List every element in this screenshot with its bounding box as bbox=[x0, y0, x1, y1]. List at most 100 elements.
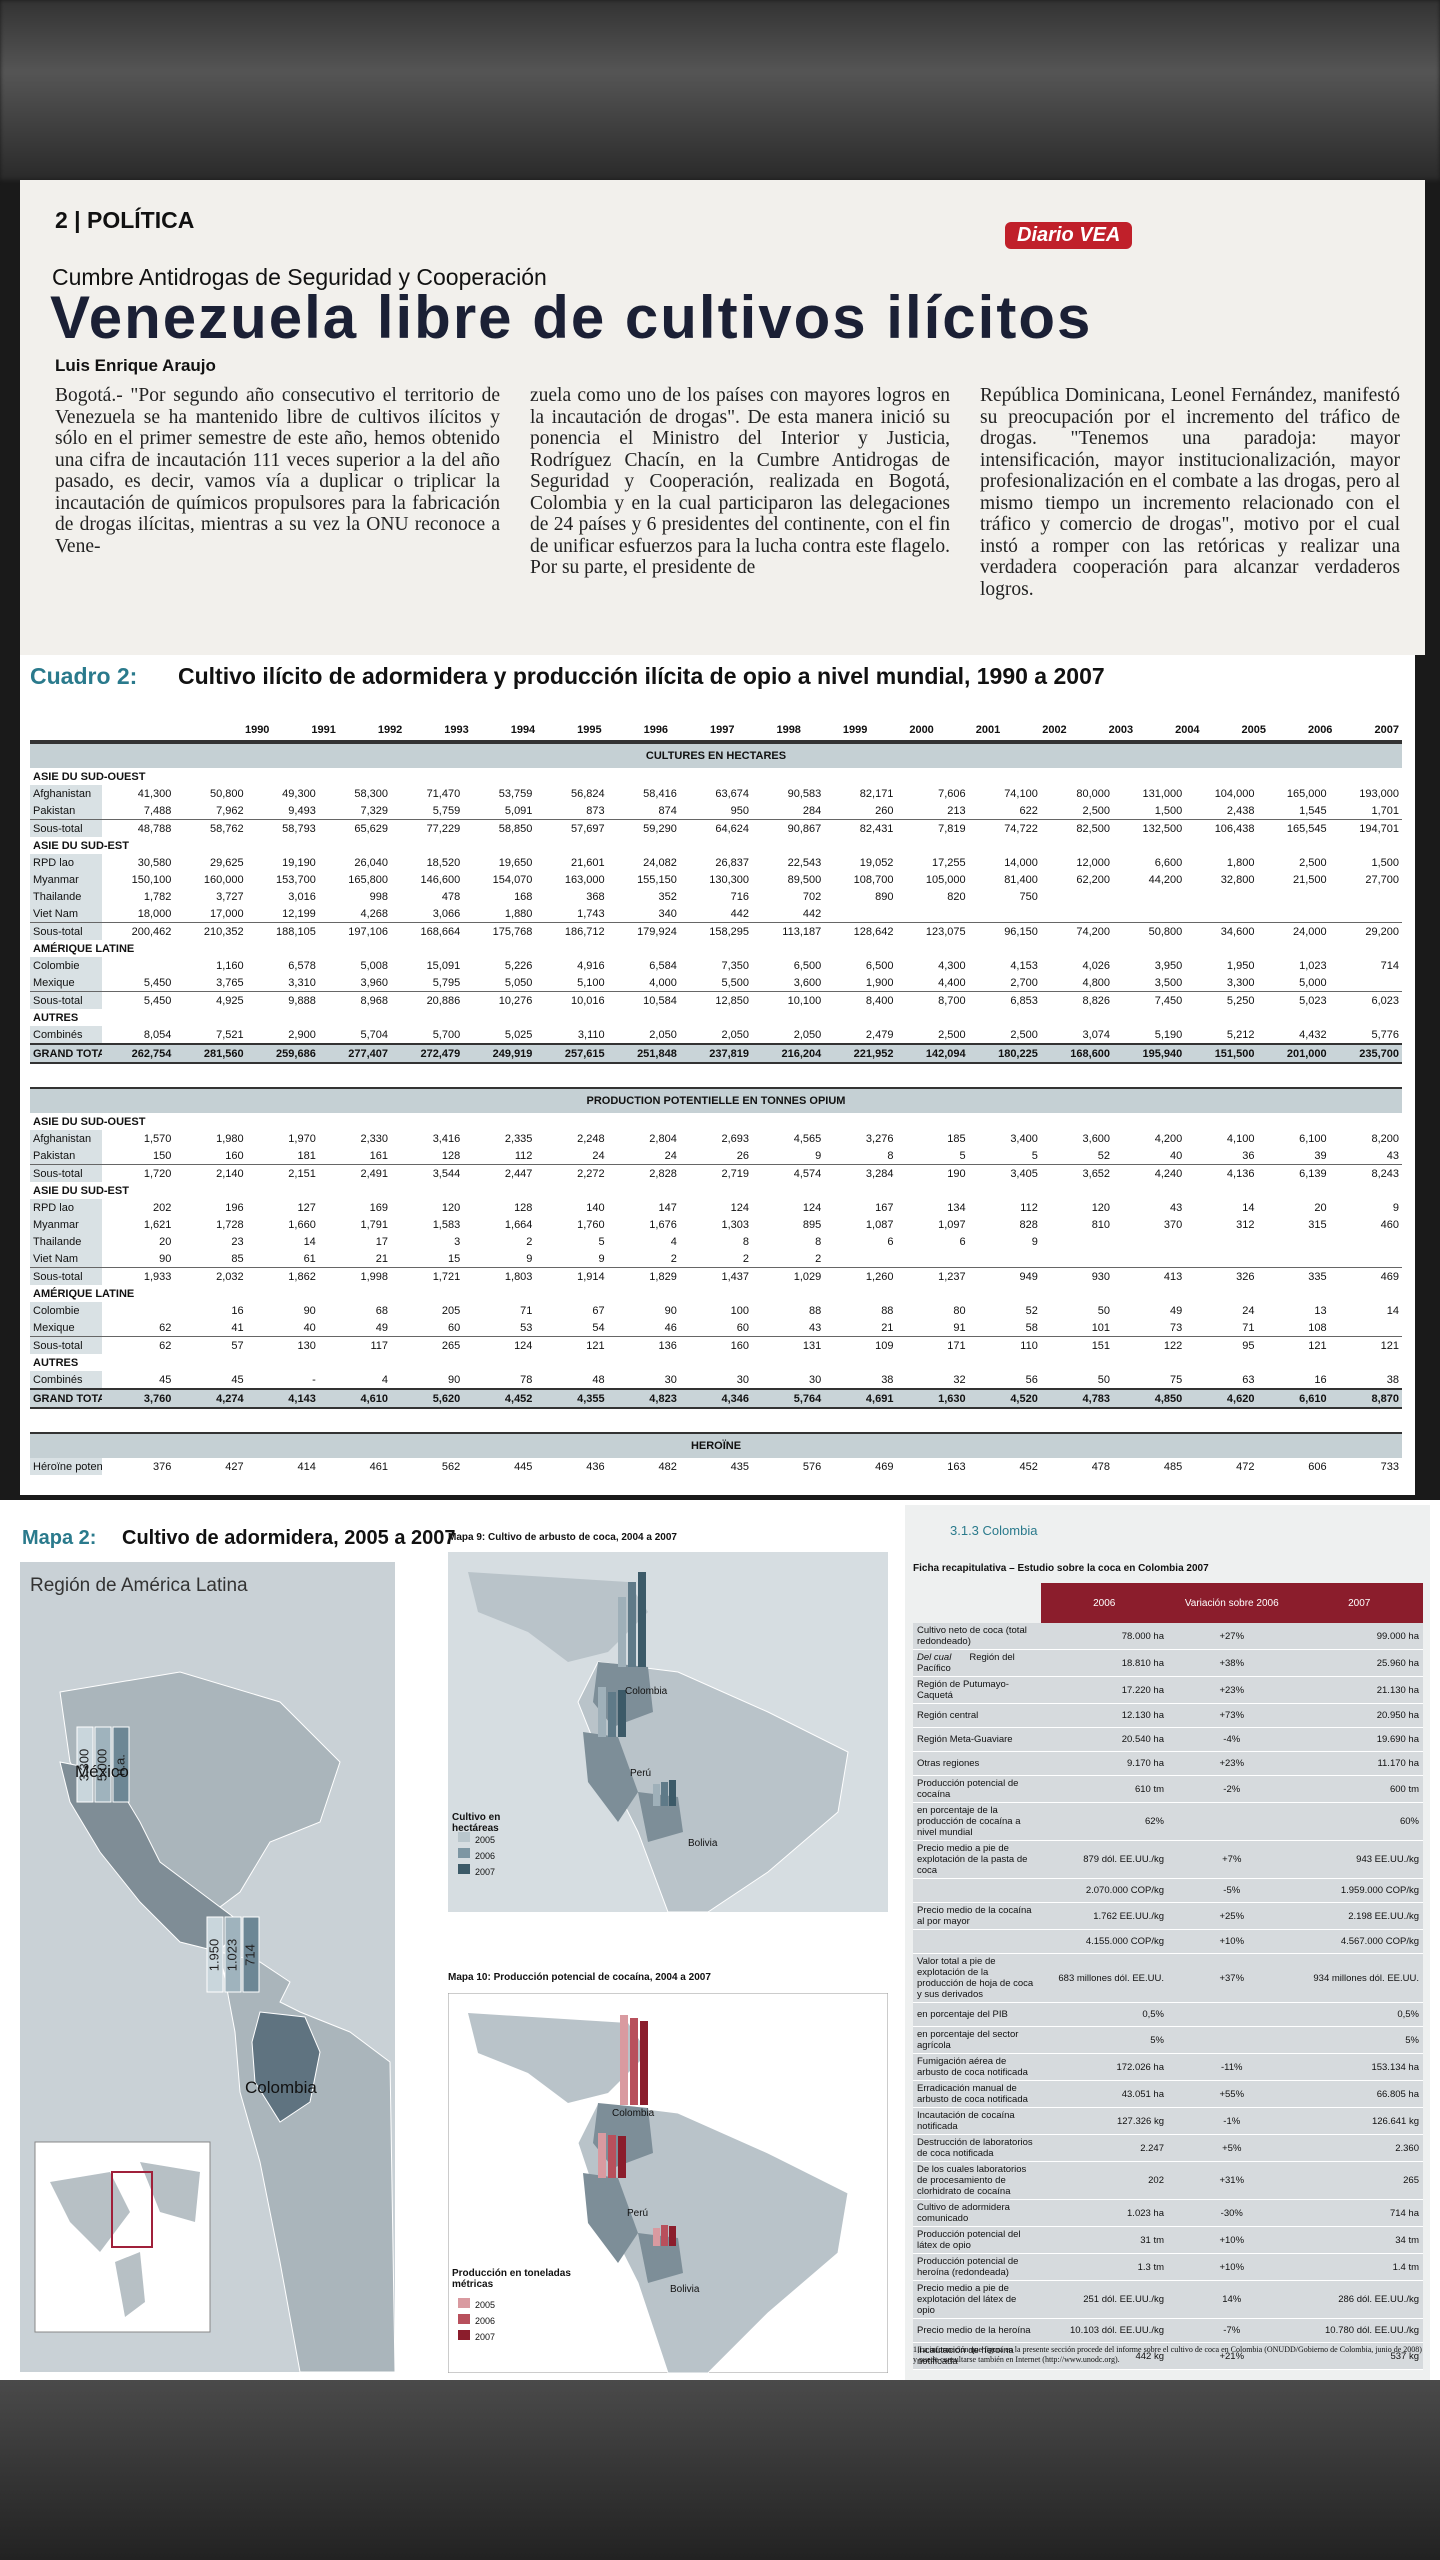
cell bbox=[1330, 888, 1402, 905]
cell: 128,642 bbox=[824, 922, 897, 940]
cell bbox=[102, 1302, 174, 1319]
row-text: Precio medio a pie de explotación de la … bbox=[917, 1843, 1028, 1876]
cell: 5,795 bbox=[432, 976, 461, 989]
year: 1993 bbox=[405, 720, 472, 742]
cell: 190 bbox=[896, 1164, 969, 1182]
row-label: Sous-total bbox=[30, 991, 103, 1009]
cell: 1,260 bbox=[824, 1267, 897, 1285]
row-text: Producción potencial de cocaína bbox=[917, 1778, 1019, 1800]
cell: 4,432 bbox=[1299, 1028, 1327, 1041]
cell: 9,493 bbox=[288, 804, 316, 817]
cell bbox=[1041, 1250, 1113, 1268]
cell: 3 bbox=[454, 1235, 461, 1248]
cell: 4,565 bbox=[793, 1132, 822, 1145]
row-label: Pakistan bbox=[30, 1147, 103, 1165]
cell: 105,000 bbox=[925, 873, 966, 886]
subtotal-row: Sous-total 48,788 58,762 58,793 65,629 77,229… bbox=[30, 819, 1402, 837]
cell: 120 bbox=[441, 1201, 461, 1214]
corner bbox=[30, 720, 206, 742]
fact-row: Producción potencial de cocaína 610 tm -2%… bbox=[913, 1775, 1423, 1803]
fact-row: Cultivo neto de coca (total redondeado) 7… bbox=[913, 1623, 1423, 1650]
cell: 7,450 bbox=[1113, 991, 1186, 1009]
cell: +25% bbox=[1168, 1902, 1296, 1930]
cell: 71 bbox=[520, 1304, 533, 1317]
cell: 19,052 bbox=[859, 856, 894, 869]
legend-swatch bbox=[458, 2298, 470, 2308]
map-title: Cultivo de adormidera, 2005 a 2007 bbox=[122, 1527, 456, 1549]
value-box bbox=[206, 1916, 224, 1993]
cell bbox=[1113, 1250, 1185, 1268]
cell: 41,300 bbox=[137, 787, 172, 800]
legend-entry: 2005 bbox=[475, 1835, 496, 1845]
year: 2005 bbox=[1202, 720, 1269, 742]
cell bbox=[1257, 1250, 1329, 1268]
year: 1996 bbox=[604, 720, 672, 742]
cell: 5,190 bbox=[1154, 1028, 1183, 1041]
bar bbox=[608, 1692, 616, 1737]
cell: 370 bbox=[1163, 1218, 1183, 1231]
cell bbox=[1257, 888, 1329, 905]
cell: 2,491 bbox=[318, 1164, 392, 1182]
cell: 193,000 bbox=[1359, 787, 1399, 800]
cell: 1,880 bbox=[504, 907, 533, 920]
cell: -2% bbox=[1168, 1775, 1296, 1803]
cell: 281,560 bbox=[174, 1043, 247, 1064]
headline: Venezuela libre de cultivos ilícitos bbox=[50, 284, 1093, 351]
cell: 442 kg bbox=[1040, 2342, 1168, 2370]
year: 1999 bbox=[803, 720, 871, 742]
cell: 460 bbox=[1380, 1218, 1399, 1231]
cell: 2,500 bbox=[1010, 1028, 1038, 1041]
cell: 4 bbox=[670, 1235, 677, 1248]
cell bbox=[1257, 1233, 1329, 1250]
cell: 101 bbox=[1091, 1321, 1111, 1334]
row-label: Combinés bbox=[30, 1371, 103, 1389]
cell: 124 bbox=[730, 1201, 750, 1214]
section: 2 | POLÍTICA bbox=[55, 207, 195, 233]
subtotal-row: Sous-total 5,450 4,925 9,888 8,968 20,886 10,2… bbox=[30, 991, 1402, 1009]
cell: 34 tm bbox=[1295, 2226, 1423, 2254]
cell: 74,722 bbox=[968, 819, 1041, 837]
bar bbox=[620, 2015, 628, 2105]
cell: 1,970 bbox=[288, 1132, 316, 1145]
cell: 2,693 bbox=[721, 1132, 750, 1145]
cell: 2,050 bbox=[649, 1028, 677, 1041]
bar bbox=[669, 1780, 676, 1806]
cell: 18,000 bbox=[137, 907, 172, 920]
cell: 2,151 bbox=[246, 1164, 319, 1182]
cell: 1,914 bbox=[535, 1267, 608, 1285]
cell: 1,664 bbox=[504, 1218, 533, 1231]
row-text: Otras regiones bbox=[917, 1758, 980, 1769]
cell: 4,620 bbox=[1185, 1388, 1258, 1409]
sheet-title: Ficha recapitulativa – Estudio sobre la … bbox=[913, 1563, 1209, 1574]
year: 1995 bbox=[538, 720, 605, 742]
table-label: Cuadro 2: bbox=[30, 663, 138, 689]
region-label: ASIE DU SUD-EST bbox=[30, 1182, 1402, 1199]
cell: 20.950 ha bbox=[1295, 1703, 1423, 1728]
cell: 50,800 bbox=[1113, 922, 1186, 940]
cell: 90,583 bbox=[787, 787, 822, 800]
cell: 100 bbox=[730, 1304, 750, 1317]
cell: 1,782 bbox=[143, 890, 172, 903]
cell: 19.690 ha bbox=[1295, 1727, 1423, 1752]
cell: 8,968 bbox=[318, 991, 392, 1009]
cell: 64,624 bbox=[679, 819, 753, 837]
cell: 6,100 bbox=[1299, 1132, 1327, 1145]
cell: 5,000 bbox=[1299, 976, 1327, 989]
value-label: 1.023 bbox=[224, 1939, 239, 1972]
cell: 142,094 bbox=[896, 1043, 969, 1064]
total-row: GRAND TOTAL262,754281,560259,686277,4072… bbox=[30, 1043, 1402, 1064]
cell: 251,848 bbox=[607, 1043, 680, 1064]
cell: 482 bbox=[658, 1460, 677, 1473]
bar bbox=[638, 1572, 646, 1667]
cell: 2,032 bbox=[174, 1267, 247, 1285]
cell: 68 bbox=[375, 1304, 389, 1317]
block-heading: CULTURES EN HECTARES bbox=[30, 742, 1402, 768]
cell: 610 tm bbox=[1040, 1775, 1168, 1803]
table-block: PRODUCTION POTENTIELLE EN TONNES OPIUM AS… bbox=[30, 1087, 1402, 1409]
cell: 1,829 bbox=[607, 1267, 680, 1285]
row-label: Sous-total bbox=[30, 819, 103, 837]
cell bbox=[1185, 888, 1257, 905]
place-label: Bolivia bbox=[670, 2284, 700, 2295]
data-row: Pakistan 150 160 181 161 128 112 24 24 26 9 8 5 5 52 40… bbox=[30, 1147, 1402, 1165]
cell: 1,500 bbox=[1154, 804, 1183, 817]
